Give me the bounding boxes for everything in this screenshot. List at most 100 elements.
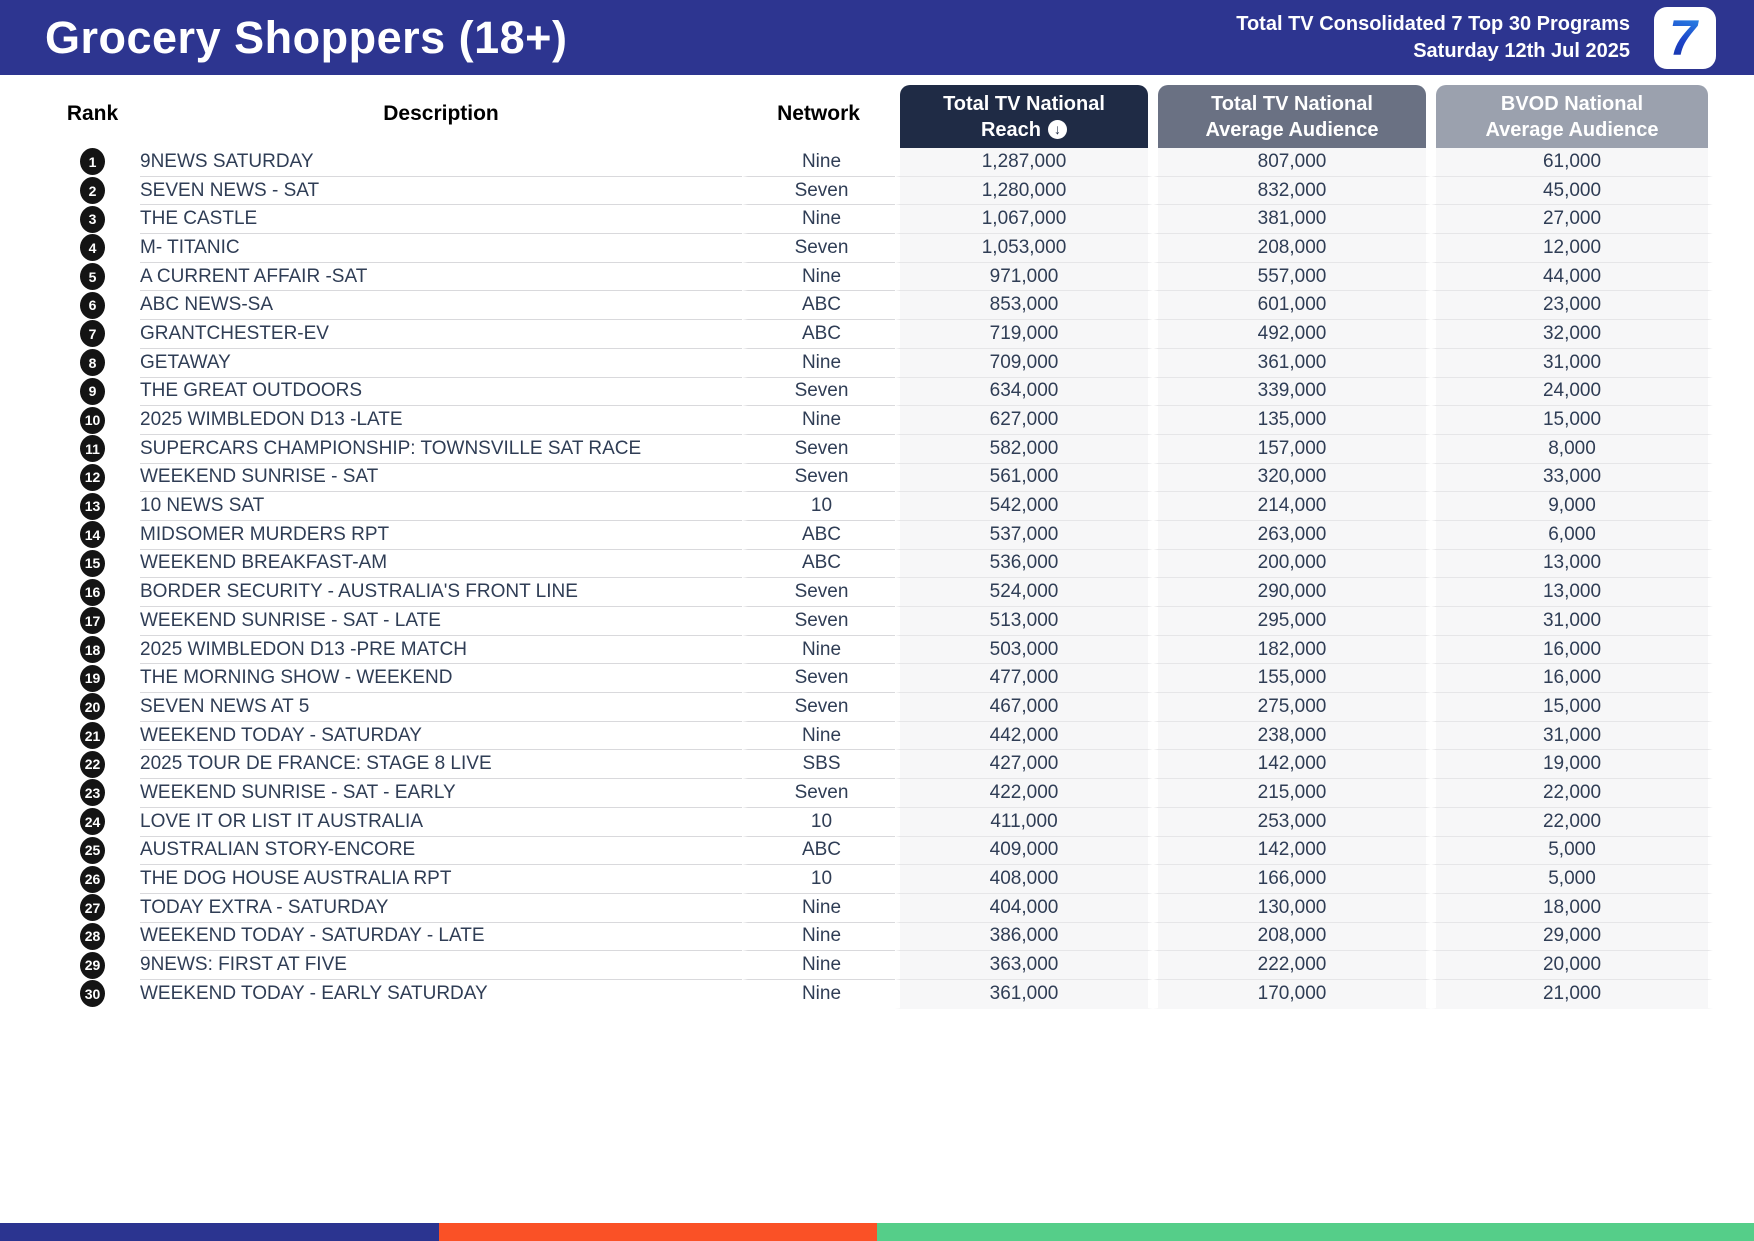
reach-value: 422,000 bbox=[895, 779, 1153, 808]
program-description: SEVEN NEWS AT 5 bbox=[140, 693, 742, 722]
reach-value: 1,067,000 bbox=[895, 205, 1153, 235]
program-network: ABC bbox=[742, 320, 895, 349]
rank-badge: 24 bbox=[80, 808, 105, 836]
rank-badge: 26 bbox=[80, 865, 105, 893]
rank-badge: 3 bbox=[80, 205, 105, 233]
program-description: 2025 TOUR DE FRANCE: STAGE 8 LIVE bbox=[140, 750, 742, 780]
reach-value: 634,000 bbox=[895, 377, 1153, 407]
average-audience-value: 263,000 bbox=[1153, 520, 1431, 550]
bvod-average-audience-value: 24,000 bbox=[1431, 377, 1713, 407]
average-audience-value: 832,000 bbox=[1153, 176, 1431, 206]
reach-value: 1,053,000 bbox=[895, 234, 1153, 263]
table-row: 17 WEEKEND SUNRISE - SAT - LATE Seven 513,0… bbox=[45, 607, 1713, 636]
bvod-average-audience-value: 20,000 bbox=[1431, 951, 1713, 980]
column-header-description: Description bbox=[383, 102, 499, 125]
program-description: THE MORNING SHOW - WEEKEND bbox=[140, 664, 742, 694]
program-network: ABC bbox=[742, 836, 895, 866]
reach-value: 408,000 bbox=[895, 865, 1153, 894]
rank-badge: 21 bbox=[80, 722, 105, 750]
rank-badge: 30 bbox=[80, 980, 105, 1008]
reach-value: 971,000 bbox=[895, 262, 1153, 292]
program-description: SEVEN NEWS - SAT bbox=[140, 177, 742, 206]
column-header-network: Network bbox=[777, 102, 860, 125]
average-audience-value: 381,000 bbox=[1153, 205, 1431, 235]
table-row: 9 THE GREAT OUTDOORS Seven 634,000 339,000 24… bbox=[45, 377, 1713, 407]
average-audience-value: 492,000 bbox=[1153, 320, 1431, 349]
program-description: M- TITANIC bbox=[140, 234, 742, 263]
average-audience-value: 208,000 bbox=[1153, 922, 1431, 952]
table-row: 19 THE MORNING SHOW - WEEKEND Seven 477,000… bbox=[45, 664, 1713, 694]
bvod-average-audience-value: 15,000 bbox=[1431, 406, 1713, 435]
bvod-average-audience-value: 23,000 bbox=[1431, 291, 1713, 321]
bvod-average-audience-value: 27,000 bbox=[1431, 205, 1713, 235]
reach-header-line2: Reach bbox=[980, 118, 1042, 141]
program-description: WEEKEND SUNRISE - SAT - LATE bbox=[140, 607, 742, 636]
program-network: ABC bbox=[742, 520, 895, 550]
table-row: 24 LOVE IT OR LIST IT AUSTRALIA 10 411,000 2… bbox=[45, 807, 1713, 837]
program-network: Seven bbox=[742, 578, 895, 607]
program-network: Seven bbox=[742, 234, 895, 263]
sort-descending-icon[interactable]: ↓ bbox=[1048, 120, 1068, 139]
reach-value: 524,000 bbox=[895, 578, 1153, 607]
program-network: Seven bbox=[742, 664, 895, 694]
reach-value: 477,000 bbox=[895, 664, 1153, 694]
bvod-average-audience-value: 15,000 bbox=[1431, 693, 1713, 722]
seven-logo-glyph: 7 bbox=[1669, 9, 1701, 67]
column-header-rank: Rank bbox=[66, 102, 119, 125]
bvod-average-audience-value: 19,000 bbox=[1431, 750, 1713, 780]
rank-badge: 19 bbox=[80, 664, 105, 692]
rank-badge: 8 bbox=[80, 349, 105, 377]
bvod-average-audience-value: 6,000 bbox=[1431, 520, 1713, 550]
bvod-average-audience-value: 13,000 bbox=[1431, 549, 1713, 579]
program-description: SUPERCARS CHAMPIONSHIP: TOWNSVILLE SAT R… bbox=[140, 435, 742, 464]
rank-badge: 10 bbox=[80, 406, 105, 434]
average-audience-value: 215,000 bbox=[1153, 779, 1431, 808]
rank-badge: 20 bbox=[80, 693, 105, 721]
bvod-average-audience-value: 16,000 bbox=[1431, 664, 1713, 694]
programs-table: Rank Description Network Total TV Nation… bbox=[45, 75, 1713, 1009]
average-audience-value: 290,000 bbox=[1153, 578, 1431, 607]
rank-badge: 23 bbox=[80, 779, 105, 807]
report-subtitle: Total TV Consolidated 7 Top 30 Programs … bbox=[1236, 11, 1630, 65]
program-network: Seven bbox=[742, 377, 895, 407]
table-row: 5 A CURRENT AFFAIR -SAT Nine 971,000 557,000… bbox=[45, 262, 1713, 292]
rank-badge: 1 bbox=[80, 148, 105, 176]
program-description: 2025 WIMBLEDON D13 -LATE bbox=[140, 406, 742, 435]
table-row: 28 WEEKEND TODAY - SATURDAY - LATE Nine 386… bbox=[45, 922, 1713, 952]
program-network: Nine bbox=[742, 205, 895, 235]
program-network: Nine bbox=[742, 922, 895, 952]
footer-segment-blue bbox=[0, 1223, 439, 1241]
reach-header-line1: Total TV National bbox=[943, 92, 1105, 115]
average-audience-value: 339,000 bbox=[1153, 377, 1431, 407]
average-audience-value: 320,000 bbox=[1153, 463, 1431, 493]
table-row: 16 BORDER SECURITY - AUSTRALIA'S FRONT LI… bbox=[45, 578, 1713, 607]
footer-bar bbox=[0, 1223, 1754, 1241]
program-network: 10 bbox=[742, 807, 895, 837]
average-audience-value: 361,000 bbox=[1153, 348, 1431, 378]
bvod-average-audience-value: 13,000 bbox=[1431, 578, 1713, 607]
program-network: 10 bbox=[742, 865, 895, 894]
table-body: 1 9NEWS SATURDAY Nine 1,287,000 807,000 61,00… bbox=[45, 148, 1713, 1009]
average-audience-value: 135,000 bbox=[1153, 406, 1431, 435]
reach-value: 853,000 bbox=[895, 291, 1153, 321]
program-description: WEEKEND SUNRISE - SAT - EARLY bbox=[140, 779, 742, 808]
average-audience-value: 200,000 bbox=[1153, 549, 1431, 579]
reach-value: 467,000 bbox=[895, 693, 1153, 722]
program-network: Seven bbox=[742, 434, 895, 464]
table-row: 20 SEVEN NEWS AT 5 Seven 467,000 275,000 15,0… bbox=[45, 693, 1713, 722]
seven-network-logo: 7 bbox=[1654, 6, 1716, 69]
table-row: 7 GRANTCHESTER-EV ABC 719,000 492,000 32,000 bbox=[45, 320, 1713, 349]
average-audience-value: 214,000 bbox=[1153, 492, 1431, 521]
program-description: 9NEWS SATURDAY bbox=[140, 148, 742, 177]
rank-badge: 25 bbox=[80, 836, 105, 864]
table-row: 22 2025 TOUR DE FRANCE: STAGE 8 LIVE SBS 42… bbox=[45, 750, 1713, 780]
rank-badge: 28 bbox=[80, 922, 105, 950]
rank-badge: 16 bbox=[80, 578, 105, 606]
reach-value: 1,280,000 bbox=[895, 176, 1153, 206]
average-audience-value: 166,000 bbox=[1153, 865, 1431, 894]
bvod-average-audience-value: 31,000 bbox=[1431, 348, 1713, 378]
program-description: GRANTCHESTER-EV bbox=[140, 320, 742, 349]
bvod-average-audience-value: 22,000 bbox=[1431, 779, 1713, 808]
table-row: 14 MIDSOMER MURDERS RPT ABC 537,000 263,000 6… bbox=[45, 520, 1713, 550]
